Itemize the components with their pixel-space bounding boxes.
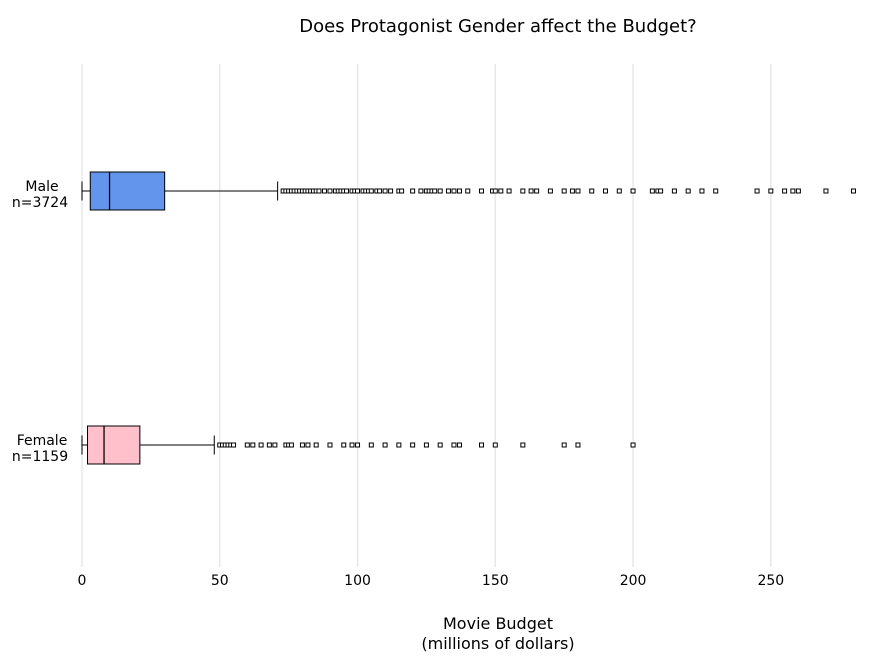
outlier-male-43 (456, 188, 462, 194)
outlier-female-9 (266, 442, 272, 448)
outlier-male-44 (465, 188, 471, 194)
outlier-male-68 (754, 188, 760, 194)
category-label-male: Male (25, 179, 58, 195)
outlier-female-20 (355, 442, 361, 448)
outlier-female-30 (492, 442, 498, 448)
x-tick-label-0: 0 (78, 573, 87, 589)
outlier-male-42 (451, 188, 457, 194)
x-axis-label-line1: Movie Budget (443, 614, 553, 633)
outlier-male-14 (321, 188, 327, 194)
outlier-female-27 (451, 442, 457, 448)
box-male (81, 171, 856, 211)
outlier-male-61 (649, 188, 655, 194)
outlier-female-33 (575, 442, 581, 448)
outlier-male-60 (630, 188, 636, 194)
outlier-female-19 (349, 442, 355, 448)
outlier-male-73 (823, 188, 829, 194)
outlier-female-28 (456, 442, 462, 448)
outlier-male-30 (382, 188, 388, 194)
outlier-female-21 (368, 442, 374, 448)
outlier-male-66 (699, 188, 705, 194)
outlier-female-32 (561, 442, 567, 448)
outlier-female-5 (231, 442, 237, 448)
outlier-male-20 (344, 188, 350, 194)
outlier-male-49 (506, 188, 512, 194)
x-tick-label-100: 100 (344, 573, 371, 589)
outlier-male-35 (418, 188, 424, 194)
outlier-male-54 (561, 188, 567, 194)
outlier-female-31 (520, 442, 526, 448)
outlier-male-71 (790, 188, 796, 194)
outlier-male-50 (520, 188, 526, 194)
outlier-male-29 (377, 188, 383, 194)
iqr-box-female (87, 425, 141, 465)
iqr-box-male (89, 171, 166, 211)
outlier-female-24 (410, 442, 416, 448)
outlier-female-18 (341, 442, 347, 448)
outlier-female-10 (272, 442, 278, 448)
outlier-female-23 (396, 442, 402, 448)
outlier-female-6 (244, 442, 250, 448)
outlier-male-48 (498, 188, 504, 194)
x-axis-label-line2: (millions of dollars) (421, 634, 574, 653)
outlier-female-7 (250, 442, 256, 448)
outlier-male-63 (658, 188, 664, 194)
outlier-male-51 (528, 188, 534, 194)
x-tick-label-250: 250 (757, 573, 784, 589)
outlier-male-52 (534, 188, 540, 194)
outlier-male-41 (445, 188, 451, 194)
outlier-male-57 (589, 188, 595, 194)
outlier-female-15 (305, 442, 311, 448)
outlier-male-53 (547, 188, 553, 194)
outlier-male-69 (768, 188, 774, 194)
outlier-female-26 (437, 442, 443, 448)
x-tick-label-200: 200 (620, 573, 647, 589)
outlier-female-17 (327, 442, 333, 448)
outlier-male-58 (603, 188, 609, 194)
outlier-male-15 (327, 188, 333, 194)
outliers-male (280, 188, 856, 194)
outlier-male-74 (850, 188, 856, 194)
x-tick-label-50: 50 (211, 573, 229, 589)
outlier-male-55 (569, 188, 575, 194)
category-count-male: n=3724 (12, 195, 68, 211)
outlier-female-29 (479, 442, 485, 448)
outlier-male-67 (713, 188, 719, 194)
outlier-male-56 (575, 188, 581, 194)
x-tick-label-150: 150 (482, 573, 509, 589)
box-layer (81, 171, 856, 465)
outlier-male-59 (616, 188, 622, 194)
outlier-male-13 (316, 188, 322, 194)
outlier-male-23 (355, 188, 361, 194)
outlier-male-70 (782, 188, 788, 194)
outlier-female-13 (288, 442, 294, 448)
outlier-female-8 (258, 442, 264, 448)
label-layer: Does Protagonist Gender affect the Budge… (12, 16, 784, 653)
outliers-female (217, 442, 636, 448)
outlier-female-25 (423, 442, 429, 448)
grid-lines (81, 64, 772, 567)
outlier-male-72 (795, 188, 801, 194)
outlier-male-27 (368, 188, 374, 194)
outlier-male-65 (685, 188, 691, 194)
outlier-female-34 (630, 442, 636, 448)
outlier-male-34 (410, 188, 416, 194)
outlier-male-45 (479, 188, 485, 194)
category-label-female: Female (17, 433, 68, 449)
outlier-female-16 (313, 442, 319, 448)
outlier-male-64 (671, 188, 677, 194)
chart-title: Does Protagonist Gender affect the Budge… (299, 16, 697, 37)
outlier-female-22 (382, 442, 388, 448)
box-female (81, 425, 636, 465)
outlier-male-47 (492, 188, 498, 194)
outlier-male-39 (432, 188, 438, 194)
outlier-male-33 (399, 188, 405, 194)
outlier-male-31 (388, 188, 394, 194)
outlier-female-14 (299, 442, 305, 448)
category-count-female: n=1159 (12, 449, 68, 465)
outlier-male-40 (437, 188, 443, 194)
